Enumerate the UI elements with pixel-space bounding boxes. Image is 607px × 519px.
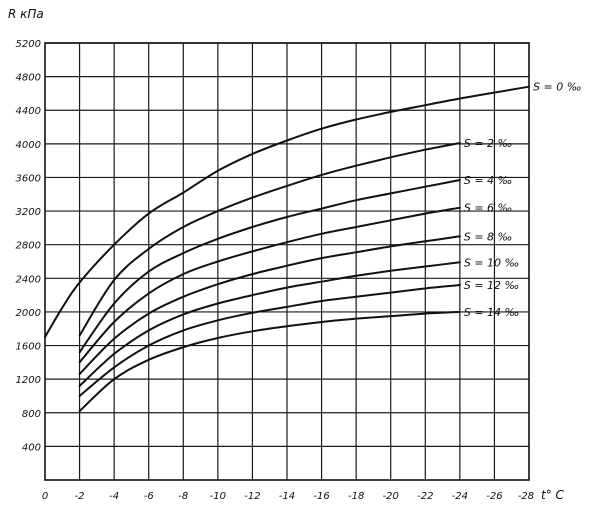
series-label-4: S = 8 ‰ <box>464 230 513 243</box>
curves <box>44 85 530 413</box>
series-line-2 <box>78 179 461 354</box>
y-tick-label: 400 <box>22 442 41 453</box>
y-tick-label: 2800 <box>16 241 41 252</box>
x-tick-label: -8 <box>178 491 188 502</box>
x-axis-label: t° C <box>541 488 565 502</box>
x-tick-label: -4 <box>109 491 119 502</box>
series-line-6 <box>78 284 461 397</box>
y-tick-label: 2400 <box>16 274 41 285</box>
series-label-1: S = 2 ‰ <box>464 137 513 150</box>
x-tick-label: -10 <box>210 491 226 502</box>
y-tick-label: 1200 <box>16 375 41 386</box>
y-tick-label: 1600 <box>16 342 41 353</box>
x-axis-ticks: 0 -2 -4 -6 -8 -10 -12 -14 -16 -18 -20 -22 -24 -26 <box>42 491 503 502</box>
x-tick-label: -14 <box>279 491 295 502</box>
x-tick-label: -12 <box>244 491 260 502</box>
series-line-3 <box>78 206 461 364</box>
x-tick-label: -20 <box>383 491 399 502</box>
series-line-1 <box>78 142 461 337</box>
series-labels: S = 0 ‰ S = 2 ‰ S = 4 ‰ S = 6 ‰ S = 8 ‰ S = 1… <box>464 81 582 319</box>
x-tick-label: -2 <box>75 491 85 502</box>
x-tick-label: -6 <box>144 491 154 502</box>
y-tick-label: 3600 <box>16 173 41 184</box>
series-label-6: S = 12 ‰ <box>464 279 520 292</box>
series-label-3: S = 6 ‰ <box>464 202 513 215</box>
y-tick-label: 4800 <box>16 73 41 84</box>
x-tick-label: -26 <box>486 491 502 502</box>
grid <box>45 42 529 480</box>
x-tick-label: -22 <box>417 491 433 502</box>
x-tick-label-max: -28 <box>518 491 534 502</box>
series-label-0: S = 0 ‰ <box>533 81 582 94</box>
x-tick-label: -18 <box>348 491 364 502</box>
series-line-0 <box>44 85 530 339</box>
y-tick-label: 5200 <box>16 39 41 50</box>
y-tick-label: 2000 <box>16 308 41 319</box>
y-tick-label: 3200 <box>16 207 41 218</box>
y-tick-label: 4000 <box>16 140 41 151</box>
x-tick-label: -16 <box>313 491 329 502</box>
y-axis-ticks: 400 800 1200 1600 2000 2400 2800 3200 3600 4000 44… <box>16 39 41 453</box>
plot-frame <box>44 42 530 481</box>
y-tick-label: 4400 <box>16 106 41 117</box>
y-tick-label: 800 <box>22 409 41 420</box>
series-label-5: S = 10 ‰ <box>464 256 520 269</box>
x-tick-label: -24 <box>452 491 468 502</box>
series-line-5 <box>78 261 461 387</box>
series-line-4 <box>78 235 461 376</box>
y-axis-label: R кПа <box>8 7 44 21</box>
series-line-7 <box>78 310 461 413</box>
series-label-7: S = 14 ‰ <box>464 306 520 319</box>
series-label-2: S = 4 ‰ <box>464 174 513 187</box>
x-tick-label: 0 <box>42 491 48 502</box>
